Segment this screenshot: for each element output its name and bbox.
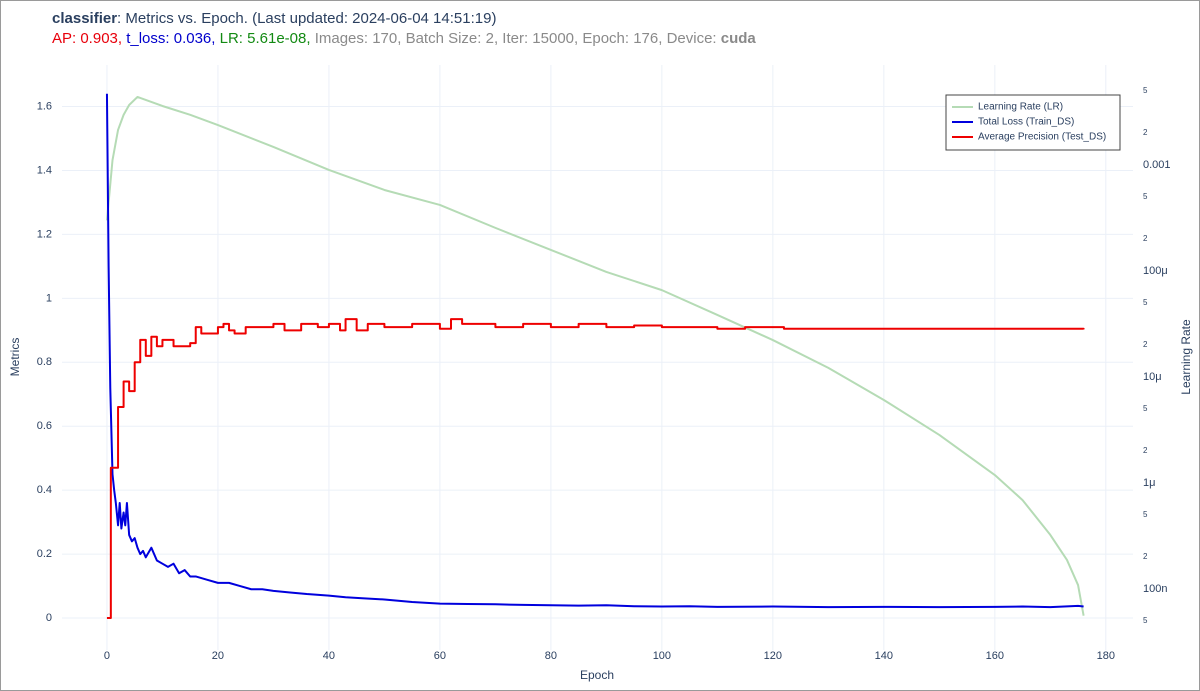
y-tick-label: 0.2 <box>37 548 52 560</box>
y-tick-label: 1 <box>46 292 52 304</box>
y2-tick-label: 5 <box>1143 510 1148 519</box>
x-tick-label: 20 <box>212 650 224 662</box>
y2-tick-label: 2 <box>1143 446 1148 455</box>
x-tick-label: 140 <box>875 650 893 662</box>
y-tick-label: 0.6 <box>37 420 52 432</box>
x-tick-label: 160 <box>986 650 1004 662</box>
y2-tick-label: 0.001 <box>1143 159 1171 171</box>
subtitle-part: cuda <box>720 30 756 47</box>
series-line <box>105 95 1085 616</box>
y2-tick-label: 5 <box>1143 86 1148 95</box>
chart-subtitle: AP: 0.903, t_loss: 0.036, LR: 5.61e-08, … <box>52 30 756 47</box>
legend-label: Average Precision (Test_DS) <box>978 132 1106 143</box>
y-tick-label: 0.8 <box>37 356 52 368</box>
legend-label: Learning Rate (LR) <box>978 102 1063 113</box>
chart-title: classifier: Metrics vs. Epoch. (Last upd… <box>52 10 496 27</box>
series-line <box>106 318 1085 620</box>
y-axis-title: Metrics <box>8 338 22 377</box>
x-axis-title: Epoch <box>580 668 614 682</box>
subtitle-part: AP: 0.903, <box>52 30 127 47</box>
x-tick-label: 180 <box>1097 650 1115 662</box>
x-tick-label: 40 <box>323 650 335 662</box>
subtitle-part: t_loss: 0.036, <box>126 30 220 47</box>
series-line <box>105 93 1084 609</box>
title-bold: classifier <box>52 10 118 27</box>
y2-tick-label: 10μ <box>1143 371 1162 383</box>
y-tick-label: 0 <box>46 612 52 624</box>
y-tick-label: 1.4 <box>37 164 52 176</box>
y-tick-label: 1.2 <box>37 228 52 240</box>
y2-tick-label: 5 <box>1143 404 1148 413</box>
subtitle-part: LR: 5.61e-08, <box>219 30 315 47</box>
legend-label: Total Loss (Train_DS) <box>978 117 1074 128</box>
title-text: : Metrics vs. Epoch. (Last updated: 2024… <box>117 10 497 27</box>
y-tick-label: 0.4 <box>37 484 52 496</box>
y2-tick-label: 1μ <box>1143 477 1155 489</box>
x-tick-label: 60 <box>434 650 446 662</box>
y2-tick-label: 2 <box>1143 552 1148 561</box>
legend-box <box>945 94 1121 151</box>
y2-tick-label: 5 <box>1143 298 1148 307</box>
y2-tick-label: 2 <box>1143 128 1148 137</box>
x-tick-label: 80 <box>545 650 557 662</box>
subtitle-part: Images: 170, Batch Size: 2, Iter: 15000,… <box>314 30 721 47</box>
y2-tick-label: 2 <box>1143 234 1148 243</box>
y2-tick-label: 5 <box>1143 192 1148 201</box>
x-tick-label: 120 <box>764 650 782 662</box>
x-tick-label: 100 <box>653 650 671 662</box>
y-tick-label: 1.6 <box>37 100 52 112</box>
y2-tick-label: 100μ <box>1143 265 1168 277</box>
y2-tick-label: 5 <box>1143 616 1148 625</box>
y2-tick-label: 100n <box>1143 583 1167 595</box>
x-tick-label: 0 <box>104 650 110 662</box>
y2-tick-label: 2 <box>1143 340 1148 349</box>
y2-axis-title: Learning Rate <box>1179 319 1193 395</box>
